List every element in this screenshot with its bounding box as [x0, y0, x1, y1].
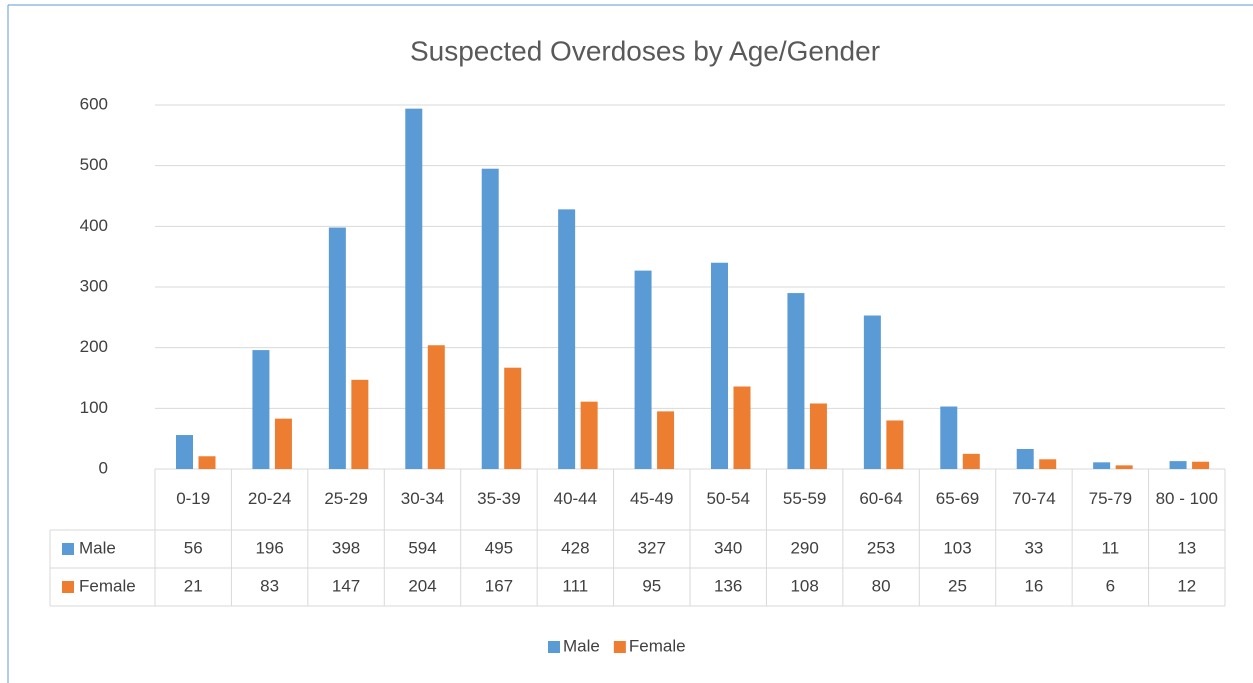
table-value: 16 — [1024, 576, 1043, 595]
bar — [1016, 448, 1034, 469]
bar — [733, 386, 751, 469]
bar — [1039, 459, 1057, 469]
bar — [1115, 465, 1133, 469]
legend-key — [548, 641, 560, 653]
bar — [252, 350, 270, 469]
bar — [481, 168, 499, 469]
y-tick-label: 100 — [80, 398, 108, 417]
table-value: 327 — [638, 538, 666, 557]
bar — [351, 379, 369, 469]
x-tick-label: 45-49 — [630, 489, 673, 508]
x-tick-label: 0-19 — [176, 489, 210, 508]
y-tick-label: 200 — [80, 337, 108, 356]
bar — [427, 345, 445, 469]
table-value: 95 — [642, 576, 661, 595]
chart-title: Suspected Overdoses by Age/Gender — [410, 35, 880, 66]
bar — [328, 227, 346, 469]
x-tick-label: 75-79 — [1089, 489, 1132, 508]
table-value: 83 — [260, 576, 279, 595]
x-tick-label: 40-44 — [554, 489, 597, 508]
bar — [558, 209, 576, 469]
table-value: 594 — [408, 538, 436, 557]
bar — [274, 418, 292, 469]
table-value: 13 — [1177, 538, 1196, 557]
table-value: 12 — [1177, 576, 1196, 595]
bar — [711, 262, 728, 469]
table-legend-key — [62, 581, 74, 593]
bar — [1192, 461, 1210, 469]
table-row-header: Male — [79, 538, 116, 557]
x-tick-label: 65-69 — [936, 489, 979, 508]
table-value: 108 — [790, 576, 818, 595]
table-value: 11 — [1102, 538, 1120, 557]
table-value: 167 — [485, 576, 513, 595]
table-value: 80 — [872, 576, 891, 595]
table-value: 253 — [867, 538, 895, 557]
table-row-header: Female — [79, 576, 136, 595]
table-value: 196 — [255, 538, 283, 557]
bar — [634, 270, 652, 469]
table-legend-key — [62, 543, 74, 555]
x-tick-label: 60-64 — [859, 489, 902, 508]
bar — [940, 406, 958, 469]
x-tick-label: 50-54 — [706, 489, 749, 508]
y-tick-label: 600 — [80, 94, 108, 113]
table-value: 6 — [1106, 576, 1115, 595]
bar — [787, 293, 805, 469]
x-tick-label: 55-59 — [783, 489, 826, 508]
bar — [198, 456, 216, 469]
table-value: 398 — [332, 538, 360, 557]
table-value: 428 — [561, 538, 589, 557]
legend-key — [613, 641, 626, 653]
bar — [809, 403, 827, 469]
bar — [886, 420, 904, 469]
y-tick-label: 500 — [80, 155, 108, 174]
x-tick-label: 35-39 — [477, 489, 520, 508]
table-value: 111 — [562, 576, 588, 595]
table-value: 204 — [408, 576, 436, 595]
legend-label: Male — [563, 636, 600, 655]
table-value: 21 — [184, 576, 203, 595]
table-value: 147 — [332, 576, 360, 595]
table-value: 56 — [184, 538, 203, 557]
x-tick-label: 80 - 100 — [1156, 489, 1218, 508]
bar — [405, 108, 423, 469]
bar — [1169, 461, 1187, 469]
y-tick-label: 300 — [80, 276, 108, 295]
y-tick-label: 400 — [80, 216, 108, 235]
bar — [1093, 462, 1111, 469]
bar — [504, 367, 522, 469]
y-tick-label: 0 — [99, 458, 108, 477]
bar — [657, 411, 675, 469]
table-value: 33 — [1024, 538, 1043, 557]
bar — [580, 401, 598, 469]
x-tick-label: 30-34 — [401, 489, 444, 508]
bar — [863, 315, 881, 469]
table-value: 25 — [948, 576, 967, 595]
x-tick-label: 25-29 — [324, 489, 367, 508]
table-value: 340 — [714, 538, 742, 557]
x-tick-label: 70-74 — [1012, 489, 1055, 508]
table-value: 290 — [790, 538, 818, 557]
x-tick-label: 20-24 — [248, 489, 291, 508]
table-value: 103 — [943, 538, 971, 557]
legend-label: Female — [629, 636, 686, 655]
bar — [962, 453, 980, 469]
bar — [176, 435, 193, 469]
table-value: 136 — [714, 576, 742, 595]
table-value: 495 — [485, 538, 513, 557]
